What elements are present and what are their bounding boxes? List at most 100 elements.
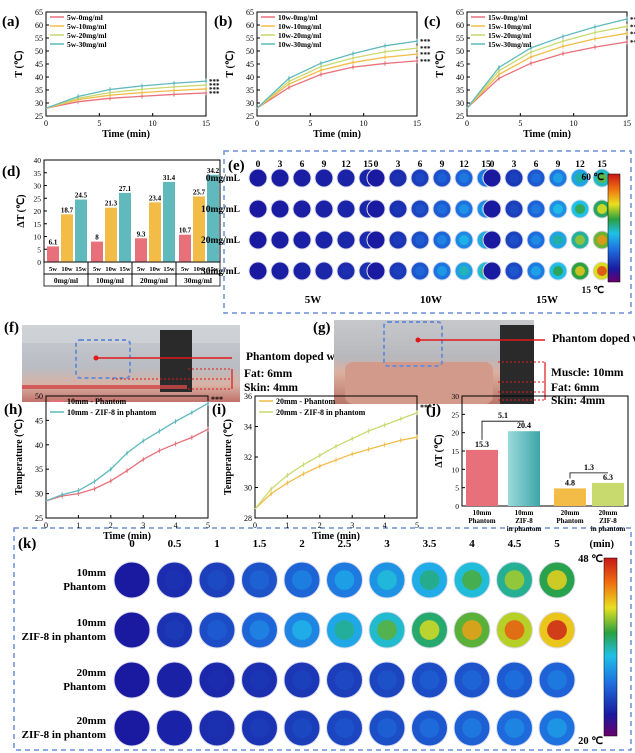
- y-tick-label-b: 25: [246, 112, 254, 121]
- thermal-disc-k-core: [207, 570, 227, 590]
- thermal-disc-k-core: [419, 620, 440, 640]
- color-scale-bar-e: [607, 173, 621, 283]
- y-tick-label-h: 50: [35, 392, 43, 401]
- series-line-h-0: [45, 428, 209, 502]
- thermal-disc-e-core: [459, 204, 469, 214]
- thermal-disc-e: [366, 230, 386, 250]
- thermal-disc-k-core: [462, 620, 482, 640]
- bar-j: [466, 449, 498, 506]
- bar-value-label-d: 23.4: [149, 194, 162, 202]
- thermal-disc-k-core: [377, 670, 397, 690]
- thermal-disc-k-core: [164, 620, 185, 640]
- significance-mark-h: ***: [211, 395, 223, 404]
- data-point-a: [140, 95, 144, 98]
- time-header-k: 2.5: [338, 538, 352, 550]
- time-unit-k: (min): [590, 539, 615, 550]
- data-point-b: [415, 40, 419, 43]
- thermal-disc-e-core: [341, 266, 351, 276]
- bar-d: [91, 241, 103, 262]
- time-header-e: 6: [418, 160, 423, 170]
- data-point-h: [109, 479, 112, 483]
- data-point-h: [158, 449, 161, 452]
- row-label-k: 10mm: [77, 567, 106, 579]
- sub-category-label-d: 10w: [193, 266, 205, 273]
- x-tick-label-h: 5: [206, 521, 210, 530]
- data-point-b: [415, 53, 419, 56]
- power-group-label-e: 5W: [305, 294, 322, 306]
- thermal-disc-e: [292, 199, 312, 219]
- data-point-i: [302, 463, 305, 466]
- thermal-disc-k-core: [164, 570, 185, 590]
- y-tick-label-b: 55: [246, 34, 254, 43]
- sub-category-label-d: 10w: [61, 266, 73, 273]
- x-tick-label-i: 3: [350, 521, 354, 530]
- thermal-disc-e: [314, 168, 334, 188]
- y-tick-label-c: 30: [456, 99, 464, 108]
- time-header-e: 0: [374, 160, 379, 170]
- thermal-disc-e-core: [415, 235, 425, 245]
- bar-value-label-d: 10.7: [179, 227, 192, 235]
- panel-label-j: (j): [426, 402, 441, 418]
- scale-max-label-e: 60 ℃: [581, 172, 604, 183]
- time-header-k: 0.5: [168, 538, 182, 550]
- data-point-c: [529, 55, 533, 59]
- thermal-disc-k-core: [249, 570, 270, 590]
- data-point-b: [287, 82, 291, 86]
- y-tick-label-a: 60: [35, 21, 43, 30]
- thermal-disc-k-core: [292, 620, 312, 640]
- y-tick-label-i: 32: [244, 453, 252, 462]
- y-axis-title-d: ΔT (℃): [16, 194, 27, 227]
- data-point-b: [383, 50, 387, 53]
- legend-label-b: 10w-0mg/ml: [278, 13, 318, 22]
- data-point-i: [367, 448, 370, 451]
- y-tick-label-c: 60: [456, 21, 464, 30]
- time-header-k: 5: [554, 538, 560, 550]
- data-point-b: [287, 77, 291, 80]
- bar-value-label-j: 6.3: [603, 473, 613, 482]
- row-label-k: 10mm: [77, 617, 106, 629]
- y-tick-label-h: 45: [35, 416, 43, 425]
- thermal-disc-k-core: [504, 570, 525, 590]
- data-point-h: [190, 411, 193, 414]
- data-point-a: [76, 95, 80, 98]
- bar-d: [119, 192, 131, 262]
- time-header-k: 0: [129, 538, 135, 550]
- y-tick-label-d: 10: [34, 233, 42, 242]
- bar-value-label-d: 31.4: [163, 174, 176, 182]
- x-tick-label-a: 0: [44, 119, 48, 128]
- row-label-e: 10mg/mL: [201, 205, 240, 215]
- data-point-b: [383, 44, 387, 47]
- y-tick-label-i: 36: [244, 392, 252, 401]
- sub-category-label-d: 15w: [119, 266, 131, 273]
- bar-value-label-d: 25.7: [193, 188, 206, 196]
- data-point-c: [497, 77, 501, 80]
- x-tick-label-c: 0: [465, 119, 469, 128]
- series-line-b-2: [256, 47, 418, 109]
- data-point-h: [142, 439, 145, 442]
- thermal-disc-k-core: [292, 718, 312, 738]
- thermal-disc-k-core: [334, 718, 355, 738]
- data-point-h: [142, 458, 145, 461]
- category-label-j: in phantom: [507, 525, 542, 533]
- significance-mark-a: ***: [209, 82, 220, 90]
- bar-value-label-j: 15.3: [475, 440, 489, 449]
- data-point-i: [383, 423, 386, 427]
- time-header-e: 15: [481, 160, 491, 170]
- y-axis-title-j: ΔT (℃): [434, 434, 445, 467]
- thermal-disc-e-core: [597, 204, 607, 214]
- thermal-disc-e-core: [575, 204, 585, 214]
- thermal-disc-e: [292, 168, 312, 188]
- thermal-disc-e-core: [415, 204, 425, 214]
- thermal-disc-e-core: [437, 204, 447, 214]
- thermal-disc-k-core: [504, 620, 525, 640]
- time-header-k: 1.5: [253, 538, 267, 550]
- thermal-disc-e-core: [509, 204, 519, 214]
- panel-label-b: (b): [214, 14, 232, 30]
- skin-label-g: Skin: 4mm: [551, 395, 605, 407]
- data-point-b: [287, 86, 291, 89]
- category-label-j: 10mm: [473, 509, 492, 517]
- difference-label-j: 5.1: [498, 411, 508, 420]
- thermal-disc-e-core: [597, 266, 607, 276]
- thermal-disc-e-core: [531, 204, 541, 214]
- bar-value-label-j: 20.4: [517, 421, 531, 430]
